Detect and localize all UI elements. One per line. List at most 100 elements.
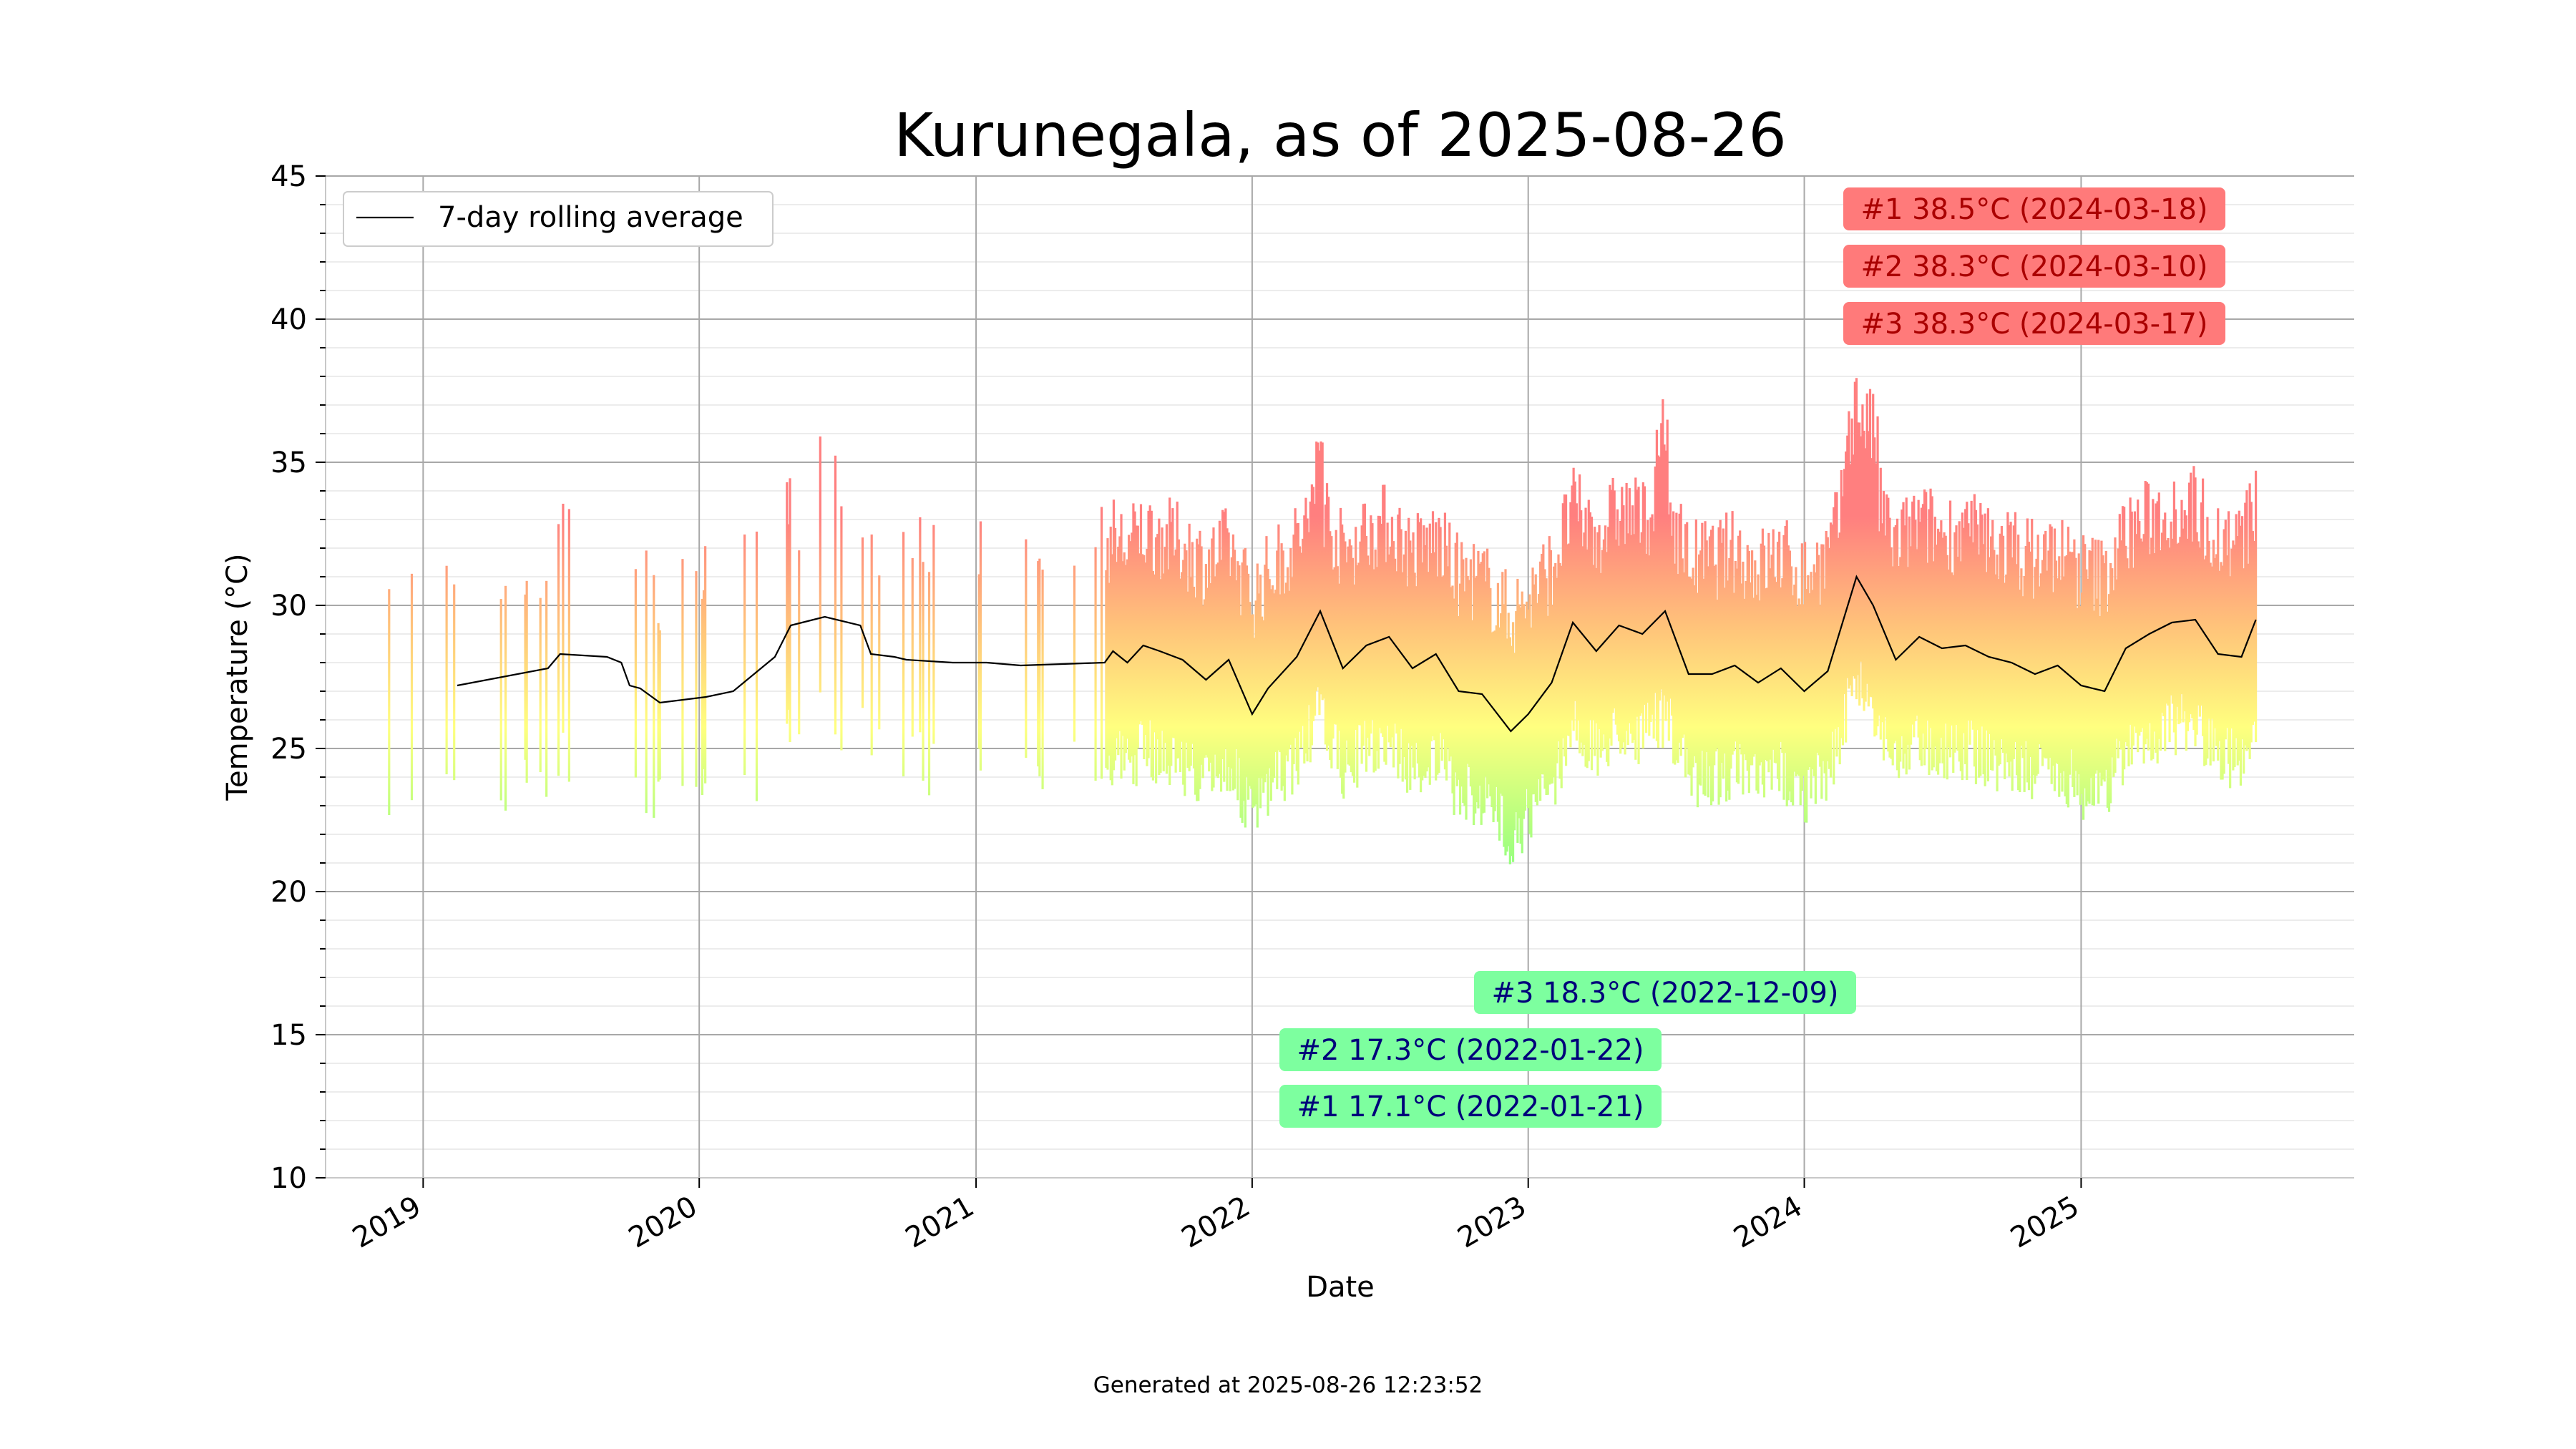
daily-range-bar	[1442, 575, 1445, 740]
y-tick-label: 25	[270, 733, 307, 766]
daily-range-bar	[1439, 527, 1442, 733]
daily-range-bar	[2068, 551, 2072, 775]
daily-range-bar	[1772, 529, 1775, 750]
daily-range-bar	[1174, 549, 1177, 773]
daily-range-bar	[1780, 587, 1782, 742]
daily-range-bar	[1873, 437, 1876, 737]
daily-range-bar	[1732, 592, 1735, 751]
daily-range-bar	[1216, 562, 1219, 779]
daily-range-bar	[1158, 518, 1161, 776]
daily-range-bar	[2165, 540, 2168, 704]
daily-range-bar	[1120, 514, 1123, 779]
daily-range-bar	[2076, 608, 2079, 796]
daily-range-bar	[1545, 578, 1548, 796]
daily-range-bar	[1185, 550, 1188, 743]
daily-range-bar	[1831, 525, 1834, 732]
daily-range-bar	[1793, 585, 1796, 772]
daily-range-bar	[1906, 567, 1909, 745]
daily-range-bar	[1252, 614, 1254, 808]
daily-range-bar	[1931, 496, 1933, 771]
daily-range-bar	[1826, 537, 1829, 761]
daily-range-bar	[1511, 622, 1515, 862]
daily-range-bar	[1734, 560, 1737, 742]
daily-range-bar	[2180, 499, 2183, 695]
daily-range-bar	[1571, 485, 1574, 721]
daily-range-bar	[2172, 481, 2176, 733]
daily-range-bar	[1646, 519, 1649, 703]
daily-range-bar	[2008, 525, 2011, 777]
daily-range-bar	[1669, 502, 1672, 699]
daily-range-bar	[1288, 590, 1291, 750]
daily-range-bar	[1578, 474, 1581, 753]
daily-range-bar	[2088, 550, 2091, 804]
daily-range-bar	[1728, 557, 1731, 800]
daily-range-bar	[2223, 529, 2225, 774]
daily-range-bar	[2091, 537, 2094, 806]
daily-range-bar	[2205, 555, 2207, 765]
daily-range-bar	[1546, 615, 1549, 795]
daily-range-bar	[1291, 577, 1294, 795]
daily-range-bar	[2107, 594, 2111, 812]
daily-range-bar	[1823, 588, 1826, 774]
daily-range-bar	[1667, 514, 1670, 741]
daily-range-bar	[1971, 542, 1974, 730]
daily-range-bar	[1719, 519, 1722, 798]
daily-range-bar	[1619, 520, 1622, 754]
daily-range-bar	[1996, 555, 1999, 791]
daily-range-bar	[1629, 535, 1633, 734]
daily-range-bar	[1147, 510, 1150, 758]
annotation-badge	[1474, 971, 1856, 1014]
daily-range-bar	[1716, 600, 1719, 748]
daily-range-bar	[2224, 519, 2227, 740]
daily-range-bar	[1246, 573, 1250, 800]
daily-range-bar	[1795, 567, 1797, 776]
daily-range-bar	[1853, 381, 1856, 679]
daily-range-bar	[2053, 528, 2057, 791]
daily-range-bar	[1932, 561, 1935, 768]
daily-range-bar	[504, 585, 507, 811]
daily-range-bar	[1223, 512, 1226, 782]
daily-range-bar	[1690, 578, 1693, 796]
x-tick-label: 2022	[1176, 1190, 1256, 1255]
daily-range-bar	[2087, 579, 2089, 801]
daily-range-bar	[2200, 502, 2203, 706]
daily-range-bar	[1265, 536, 1268, 774]
daily-range-bar	[1453, 598, 1455, 815]
daily-range-bar	[1918, 522, 1921, 761]
daily-range-bar	[1712, 525, 1714, 802]
daily-range-bar	[1586, 549, 1589, 769]
daily-range-bar	[1356, 565, 1359, 788]
daily-range-bar	[1818, 555, 1820, 756]
annotation-label: #3 38.3°C (2024-03-17)	[1860, 308, 2207, 341]
daily-range-bar	[1389, 546, 1392, 748]
daily-range-bar	[1344, 541, 1347, 773]
daily-range-bar	[1641, 482, 1644, 748]
daily-range-bar	[1307, 532, 1310, 706]
daily-range-bar	[2176, 544, 2179, 707]
daily-range-bar	[1880, 523, 1884, 723]
daily-range-bar	[1256, 563, 1259, 828]
daily-range-bar	[1321, 442, 1324, 701]
daily-range-bar	[1310, 484, 1313, 746]
daily-range-bar	[1472, 544, 1475, 826]
daily-range-bar	[1295, 523, 1298, 771]
annotation-badge	[1843, 245, 2225, 288]
daily-range-bar	[870, 534, 873, 756]
daily-range-bar	[1548, 536, 1551, 785]
daily-range-bar	[1610, 489, 1613, 746]
daily-range-bar	[1276, 550, 1279, 789]
daily-range-bar	[2227, 511, 2230, 764]
daily-range-bar	[2031, 518, 2034, 799]
daily-range-bar	[2039, 573, 2042, 748]
daily-range-bar	[1200, 546, 1203, 765]
daily-range-bar	[2032, 598, 2035, 776]
daily-range-bar	[1212, 527, 1215, 788]
daily-range-bar	[1807, 575, 1810, 770]
daily-range-bar	[1440, 577, 1443, 761]
daily-range-bar	[1150, 510, 1153, 778]
daily-range-bar	[1359, 541, 1362, 726]
daily-range-bar	[1558, 562, 1561, 779]
daily-range-bar	[1425, 527, 1428, 772]
daily-range-bar	[1973, 494, 1976, 767]
daily-range-bar	[1421, 562, 1424, 781]
